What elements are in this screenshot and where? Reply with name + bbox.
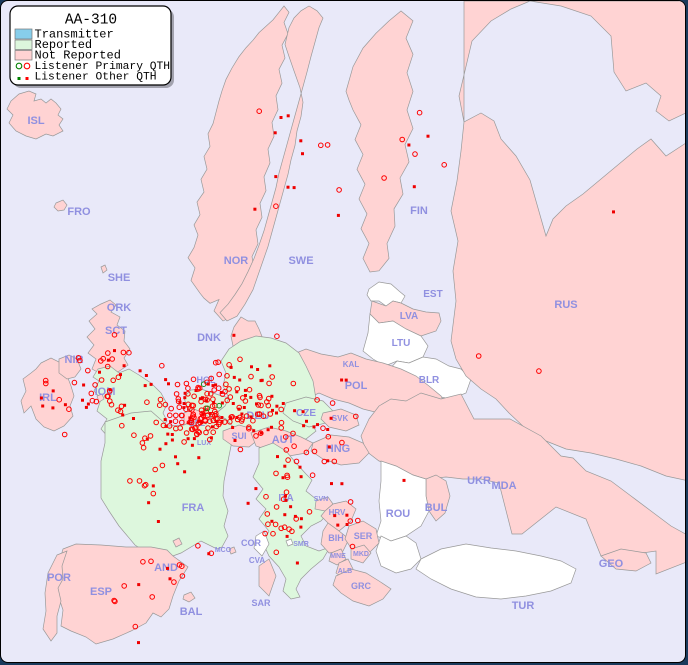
svg-text:SVN: SVN	[314, 496, 328, 503]
svg-text:LTU: LTU	[392, 338, 411, 349]
svg-text:MDA: MDA	[491, 480, 516, 492]
svg-text:CZE: CZE	[296, 408, 316, 419]
svg-text:HRV: HRV	[329, 508, 346, 517]
svg-text:POR: POR	[47, 572, 71, 584]
svg-text:Listener Other QTH: Listener Other QTH	[35, 72, 157, 84]
svg-text:EST: EST	[423, 289, 442, 300]
svg-text:UKR: UKR	[467, 475, 491, 487]
svg-text:SMR: SMR	[293, 541, 309, 548]
svg-text:FRA: FRA	[182, 502, 205, 514]
svg-text:KAL: KAL	[343, 360, 360, 369]
svg-text:ISL: ISL	[27, 115, 44, 127]
svg-text:SWE: SWE	[288, 255, 313, 267]
svg-text:ROU: ROU	[386, 508, 411, 520]
svg-text:TUR: TUR	[512, 600, 535, 612]
svg-text:SAR: SAR	[251, 598, 271, 608]
svg-text:ESP: ESP	[90, 586, 112, 598]
svg-text:NOR: NOR	[224, 255, 249, 267]
svg-text:SHE: SHE	[108, 272, 131, 284]
svg-text:FIN: FIN	[410, 205, 428, 217]
svg-text:POL: POL	[345, 380, 368, 392]
svg-text:SVK: SVK	[332, 414, 349, 423]
svg-text:AA-310: AA-310	[65, 13, 117, 29]
svg-text:MCO: MCO	[215, 547, 232, 554]
svg-text:RUS: RUS	[554, 299, 577, 311]
svg-text:SCT: SCT	[105, 325, 127, 337]
svg-text:LUX: LUX	[197, 440, 211, 447]
svg-text:HNG: HNG	[326, 443, 350, 455]
svg-text:SER: SER	[354, 531, 373, 541]
svg-text:GRC: GRC	[351, 581, 372, 591]
svg-text:GEO: GEO	[599, 558, 624, 570]
svg-text:ALB: ALB	[338, 568, 352, 575]
svg-text:FRO: FRO	[67, 206, 91, 218]
svg-text:MKD: MKD	[353, 551, 369, 558]
svg-text:NIR: NIR	[65, 354, 84, 366]
svg-text:LVA: LVA	[400, 311, 419, 322]
svg-text:BAL: BAL	[180, 606, 203, 618]
svg-text:COR: COR	[241, 538, 262, 548]
svg-text:MNE: MNE	[330, 553, 346, 560]
svg-text:DNK: DNK	[197, 332, 221, 344]
svg-text:BLR: BLR	[419, 375, 440, 386]
svg-text:ORK: ORK	[107, 302, 132, 314]
svg-text:CVA: CVA	[249, 556, 266, 565]
svg-text:BIH: BIH	[328, 533, 344, 543]
svg-text:BUL: BUL	[425, 502, 448, 514]
